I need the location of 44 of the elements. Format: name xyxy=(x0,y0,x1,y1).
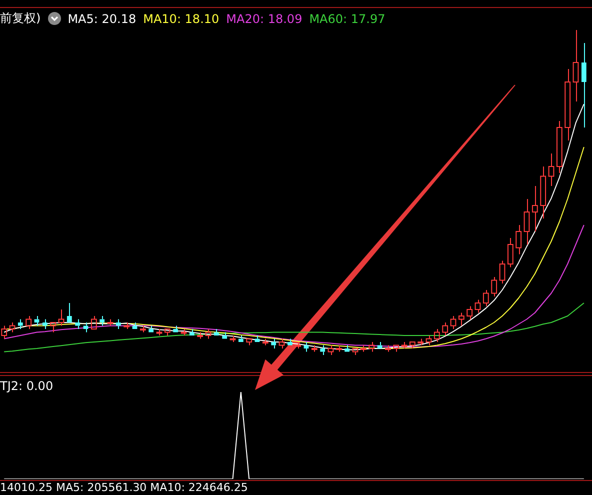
candlestick xyxy=(540,166,546,219)
candlestick xyxy=(368,342,375,352)
text: MA60: 17.97 xyxy=(309,12,386,26)
candlestick xyxy=(66,302,72,322)
candlestick xyxy=(75,318,80,330)
candlestick xyxy=(173,325,178,332)
text: MA10: 18.10 xyxy=(143,12,220,26)
candlestick xyxy=(205,328,212,340)
candlestick xyxy=(516,224,522,255)
candlestick xyxy=(507,238,514,268)
candlestick xyxy=(238,335,244,342)
candlestick xyxy=(222,332,228,339)
candlestick xyxy=(548,153,554,186)
candlestick xyxy=(148,325,154,332)
candlestick xyxy=(393,344,400,352)
candlestick xyxy=(50,322,56,333)
candlestick xyxy=(572,30,579,102)
candlestick xyxy=(287,338,292,346)
candlestick xyxy=(556,120,562,174)
candlestick xyxy=(458,312,464,326)
candlestick xyxy=(214,328,219,336)
candlestick xyxy=(90,316,97,330)
candlestick xyxy=(271,338,276,349)
candlestick xyxy=(9,322,16,333)
candlestick xyxy=(320,344,326,356)
candlestick xyxy=(18,318,23,330)
candlestick xyxy=(581,42,586,128)
text: TJ2: 0.00 xyxy=(0,379,54,393)
candlestick xyxy=(524,198,530,245)
candlestick xyxy=(564,68,571,141)
candlestick xyxy=(116,318,121,330)
candlestick xyxy=(42,318,48,330)
legend-label: MA5: 20.18 xyxy=(68,12,136,26)
candlestick xyxy=(58,309,64,326)
candlestick xyxy=(189,328,194,336)
candlestick xyxy=(532,186,538,232)
candlestick xyxy=(344,344,350,352)
text: 前复权) xyxy=(0,10,41,27)
candlestick xyxy=(246,338,252,346)
candlestick xyxy=(100,316,105,326)
text: MA20: 18.09 xyxy=(226,12,302,26)
candlestick xyxy=(482,290,489,307)
candlestick xyxy=(426,335,432,346)
text: 14010.25 MA5: 205561.30 MA10: 224646.25 xyxy=(0,481,249,494)
